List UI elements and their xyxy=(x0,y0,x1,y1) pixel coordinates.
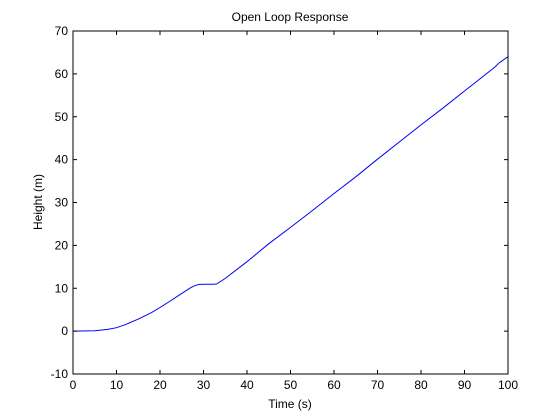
y-tick-label: 30 xyxy=(55,196,69,210)
plot-area xyxy=(73,31,508,374)
x-tick-label: 10 xyxy=(110,378,124,392)
x-tick-label: 100 xyxy=(498,378,518,392)
x-tick-label: 0 xyxy=(70,378,77,392)
y-tick-label: 20 xyxy=(55,238,69,252)
x-tick-label: 30 xyxy=(197,378,211,392)
y-tick-label: 40 xyxy=(55,153,69,167)
y-axis-label: Height (m) xyxy=(31,174,45,230)
x-tick-label: 50 xyxy=(284,378,298,392)
y-tick-label: 50 xyxy=(55,110,69,124)
x-tick-label: 40 xyxy=(240,378,254,392)
y-tick-label: 60 xyxy=(55,67,69,81)
x-tick-label: 90 xyxy=(458,378,472,392)
series-line xyxy=(72,56,509,332)
x-axis-label: Time (s) xyxy=(268,397,312,411)
series-layer xyxy=(72,56,509,332)
chart-title: Open Loop Response xyxy=(232,10,349,24)
y-tick-label: 0 xyxy=(61,324,68,338)
y-tick-label: 10 xyxy=(55,281,69,295)
y-tick-label: 70 xyxy=(55,24,69,38)
x-tick-label: 20 xyxy=(153,378,167,392)
x-tick-label: 60 xyxy=(327,378,341,392)
x-tick-label: 70 xyxy=(371,378,385,392)
y-tick-label: -10 xyxy=(51,367,69,381)
x-tick-label: 80 xyxy=(414,378,428,392)
